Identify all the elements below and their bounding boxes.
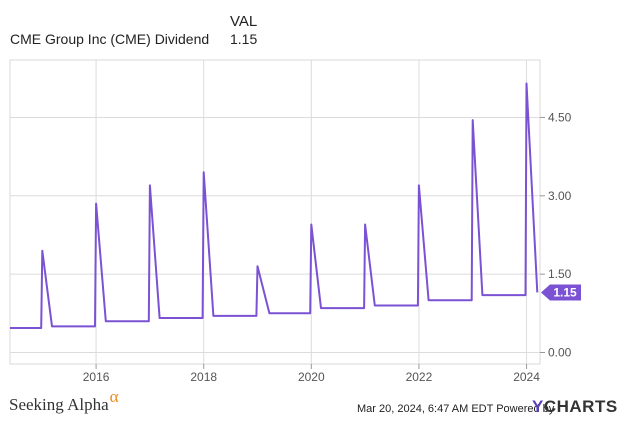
- x-tick-label: 2018: [190, 370, 217, 384]
- chart-grid: [9, 59, 541, 365]
- legend-series-value: 1.15: [230, 31, 258, 47]
- legend-value-header: VAL: [230, 13, 258, 30]
- x-tick-label: 2020: [298, 370, 325, 384]
- ycharts-y: Y: [532, 397, 544, 416]
- chart-timestamp: Mar 20, 2024, 6:47 AM EDT Powered by: [357, 403, 555, 415]
- x-tick-label: 2024: [513, 370, 540, 384]
- series-line-cme-dividend: [10, 82, 539, 329]
- y-tick-label: 0.00: [548, 346, 572, 360]
- end-value-text: 1.15: [553, 285, 577, 299]
- legend-series-name: CME Group Inc (CME) Dividend: [10, 31, 210, 47]
- chart-footer: Seeking Alphaα Mar 20, 2024, 6:47 AM EDT…: [0, 387, 635, 424]
- chart-series: [10, 82, 539, 329]
- y-tick-label: 1.50: [548, 267, 572, 281]
- end-value-label: 1.15: [541, 284, 581, 301]
- plot-border: [9, 59, 541, 365]
- ycharts-logo: YCHARTS: [532, 397, 618, 417]
- x-tick-label: 2022: [406, 370, 433, 384]
- y-tick-label: 4.50: [548, 110, 572, 124]
- end-value-flag: [541, 284, 581, 301]
- y-tick-label: 3.00: [548, 189, 572, 203]
- ycharts-wordmark: CHARTS: [543, 397, 618, 416]
- brand-name: Seeking Alpha: [9, 395, 109, 414]
- alpha-icon: α: [109, 387, 119, 406]
- chart-legend: VAL CME Group Inc (CME) Dividend 1.15: [0, 0, 635, 60]
- x-axis-ticks: 2016 2018 2020 2022 2024: [83, 364, 540, 384]
- seeking-alpha-logo: Seeking Alphaα: [9, 387, 119, 415]
- y-axis-ticks: 0.00 1.50 3.00 4.50: [540, 110, 572, 360]
- x-tick-label: 2016: [83, 370, 110, 384]
